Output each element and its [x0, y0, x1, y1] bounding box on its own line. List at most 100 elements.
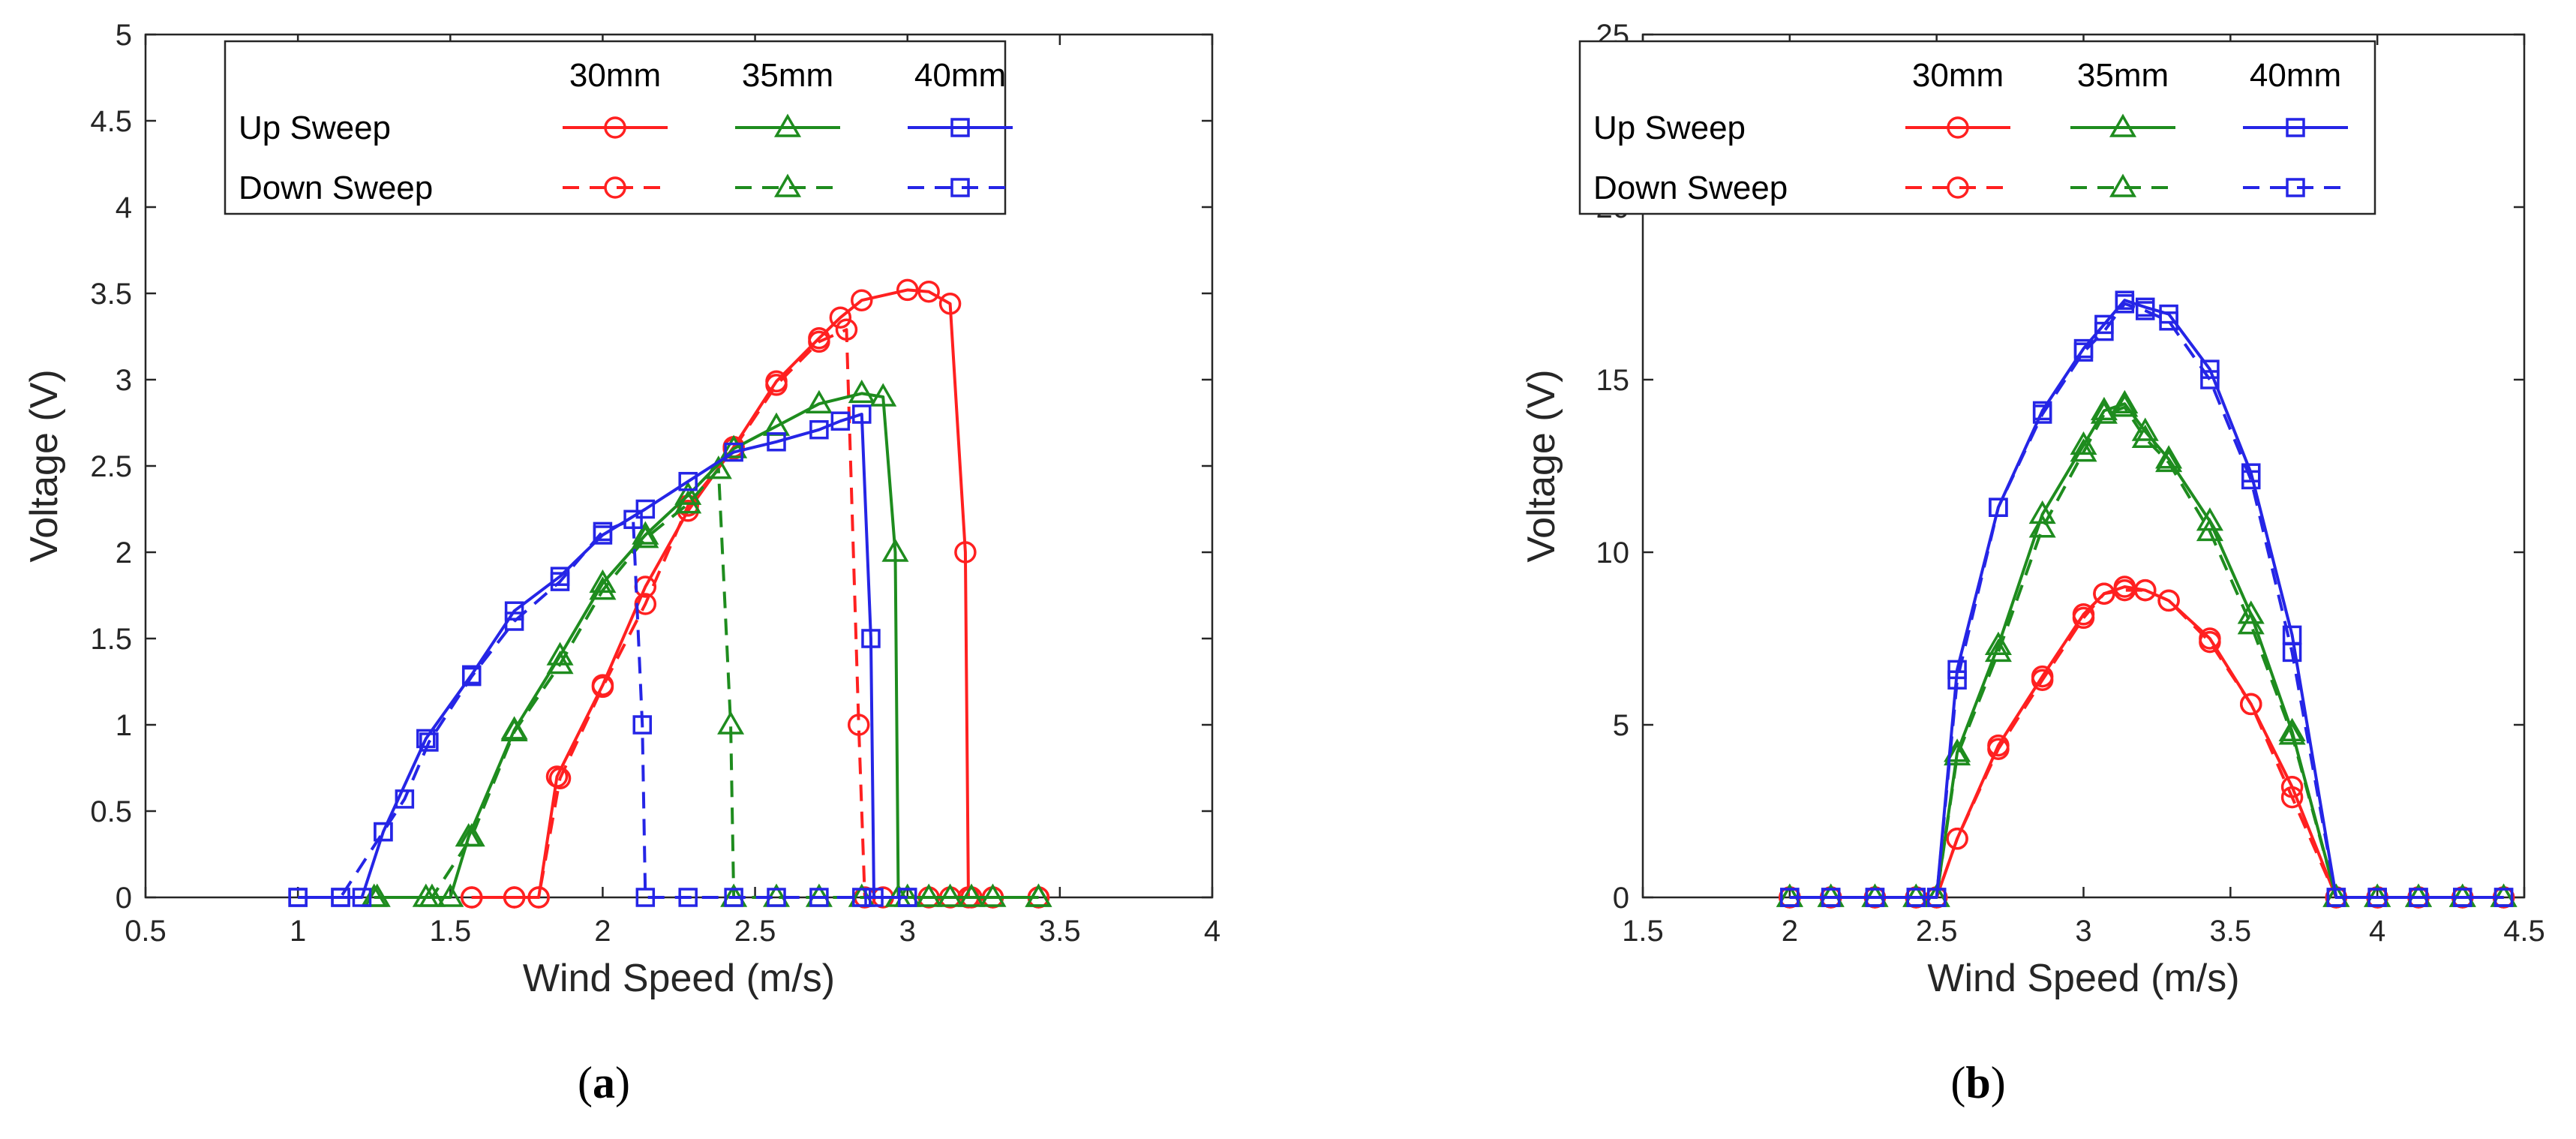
data-point-marker [2028, 514, 2056, 538]
data-point-marker [500, 717, 528, 741]
data-point-marker [504, 612, 524, 631]
y-tick-label: 0 [116, 882, 132, 915]
data-point-marker [1989, 497, 2008, 517]
data-point-marker [2200, 370, 2220, 389]
data-point-marker [288, 888, 308, 907]
x-tick-label: 1.5 [1622, 915, 1664, 948]
legend-marker-sample [2109, 173, 2137, 197]
legend-marker-sample [2286, 178, 2305, 197]
x-tick-label: 3.5 [2210, 915, 2252, 948]
series-line [471, 328, 1039, 899]
data-point-marker [829, 306, 852, 329]
x-tick-label: 2 [594, 915, 611, 948]
legend-marker-sample [1947, 116, 1969, 139]
y-axis-label: Voltage (V) [23, 369, 66, 562]
data-point-marker [550, 572, 570, 591]
data-point-marker [809, 888, 829, 907]
legend-marker-sample [604, 176, 626, 199]
x-tick-label: 1 [290, 915, 306, 948]
data-point-marker [2278, 721, 2306, 745]
y-tick-label: 1 [116, 709, 132, 742]
legend: 30mm 35mm 40mm Up Sweep Down Sweep [224, 40, 1013, 215]
data-point-marker [897, 888, 917, 907]
data-point-marker [331, 888, 350, 907]
y-tick-label: 4.5 [90, 105, 132, 138]
data-point-marker [623, 509, 643, 530]
data-point-marker [674, 481, 702, 505]
data-point-marker [635, 888, 656, 907]
data-point-marker [869, 383, 897, 407]
y-tick-label: 3.5 [90, 278, 132, 311]
data-point-marker [419, 732, 439, 752]
data-point-marker [809, 419, 829, 440]
x-tick-label: 0.5 [125, 915, 167, 948]
series-35mm-down-sweep [1776, 393, 2517, 907]
y-tick-label: 2.5 [90, 450, 132, 483]
legend-column-header: 35mm [2077, 57, 2169, 94]
data-point-marker [936, 883, 964, 907]
data-point-marker [704, 455, 732, 479]
data-point-marker [2131, 424, 2159, 448]
legend-marker-sample [604, 116, 626, 139]
data-point-marker [847, 714, 870, 736]
x-tick-label: 2.5 [1916, 915, 1958, 948]
legend: 30mm 35mm 40mm Up Sweep Down Sweep [1578, 40, 2376, 215]
data-point-marker [2326, 888, 2346, 907]
legend-row-label: Up Sweep [239, 110, 391, 146]
x-tick-label: 1.5 [429, 915, 471, 948]
data-point-marker [593, 521, 613, 542]
legend-row-label: Down Sweep [1593, 170, 1788, 206]
data-point-marker [352, 888, 372, 907]
data-point-marker [458, 822, 485, 847]
data-point-marker [1947, 660, 1967, 680]
data-point-marker [881, 538, 909, 562]
series-40mm-down-sweep [1780, 294, 2514, 907]
data-point-marker [852, 404, 872, 424]
data-point-marker [2111, 389, 2139, 413]
data-point-marker [678, 471, 698, 491]
panel-caption: (a) [578, 1058, 630, 1107]
data-point-marker [395, 789, 415, 809]
series-line [471, 288, 1039, 899]
data-point-marker [1984, 638, 2012, 663]
data-point-marker [546, 650, 574, 675]
data-point-marker [437, 883, 464, 907]
data-point-marker [861, 629, 881, 648]
legend-column-header: 40mm [2250, 57, 2341, 94]
x-tick-label: 2 [1782, 915, 1798, 948]
series-line [298, 413, 908, 899]
series-35mm-up-sweep [363, 379, 1052, 907]
caption-close-paren: ) [615, 1058, 630, 1107]
x-tick-label: 3 [899, 915, 916, 948]
y-tick-label: 0 [1613, 882, 1629, 915]
series-line [1789, 302, 2504, 899]
data-point-marker [1025, 883, 1052, 907]
y-tick-label: 4 [116, 191, 132, 224]
y-tick-label: 1.5 [90, 623, 132, 656]
x-tick-label: 4 [1204, 915, 1220, 948]
y-tick-label: 10 [1596, 536, 1630, 570]
data-point-marker [2409, 888, 2428, 907]
x-tick-label: 4 [2369, 915, 2385, 948]
data-point-marker [2031, 669, 2054, 691]
data-point-marker [460, 886, 483, 909]
x-tick-label: 3.5 [1039, 915, 1081, 948]
data-point-marker [2367, 888, 2387, 907]
data-point-marker [724, 442, 743, 462]
data-point-marker [805, 389, 833, 413]
data-point-marker [717, 711, 745, 735]
data-point-marker [848, 379, 875, 404]
data-point-marker [835, 318, 858, 341]
series-line [1789, 405, 2504, 899]
data-point-marker [917, 280, 940, 303]
data-point-marker [767, 432, 786, 452]
series-line [1789, 588, 2504, 899]
data-point-marker [1984, 631, 2012, 655]
data-point-marker [896, 278, 919, 302]
data-point-marker [632, 715, 652, 735]
series-35mm-up-sweep [1776, 389, 2517, 907]
data-point-marker [724, 888, 743, 907]
data-point-marker [1946, 828, 1968, 850]
chart-panel-b: 1.522.533.544.50510152025Wind Speed (m/s… [1520, 19, 2545, 1107]
